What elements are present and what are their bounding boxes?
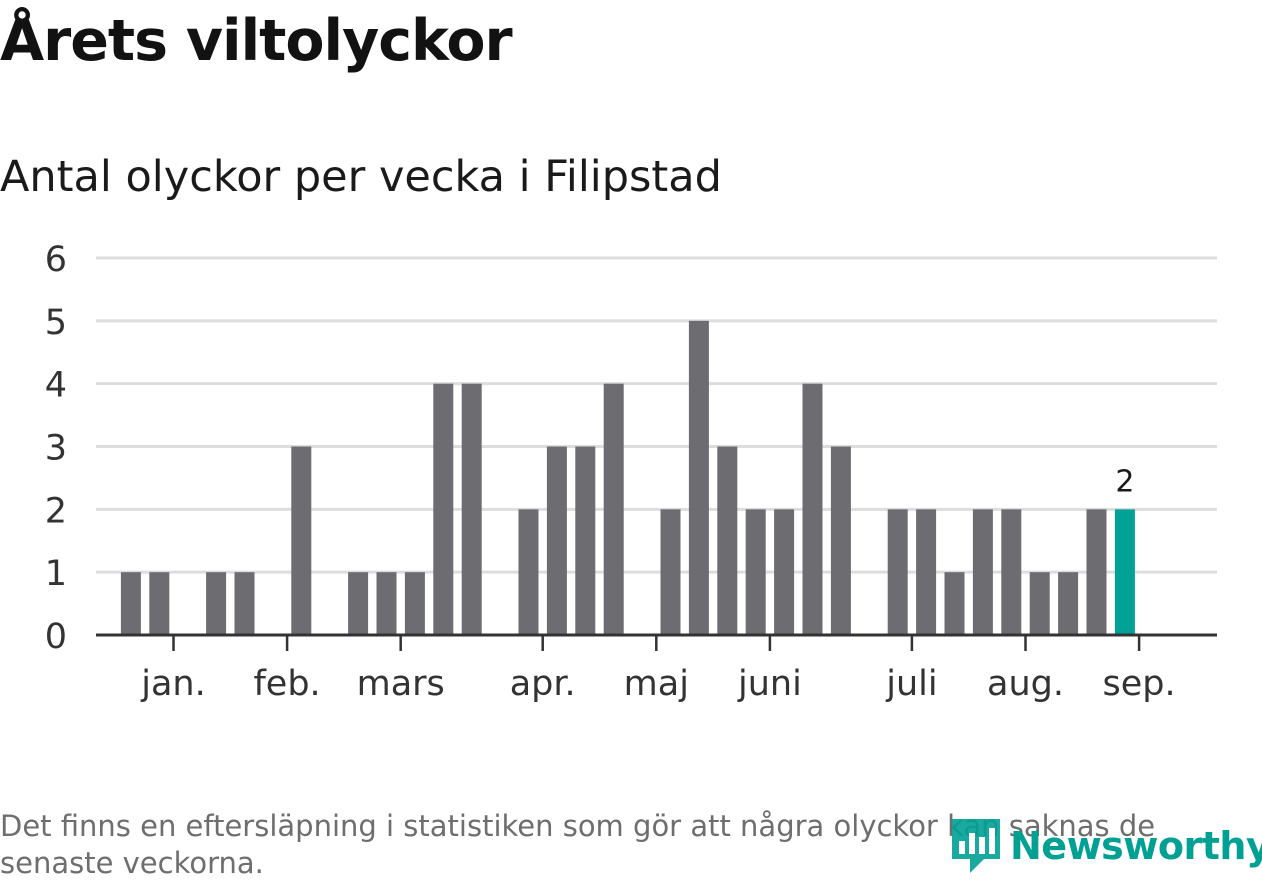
x-tick-label: aug. [987, 664, 1064, 704]
bar-week-12 [404, 572, 425, 635]
bar-week-13 [433, 383, 454, 635]
bar-week-6 [234, 572, 255, 635]
x-tick-label: sep. [1103, 664, 1176, 704]
y-tick-label-5: 5 [45, 303, 67, 343]
x-tick-label: juli [885, 664, 937, 704]
bar-week-19 [603, 383, 624, 635]
y-tick-label-4: 4 [45, 366, 67, 406]
bar-week-8 [291, 446, 312, 635]
bar-week-30 [916, 509, 937, 635]
x-tick-label: mars [357, 664, 445, 704]
bar-week-2 [120, 572, 141, 635]
axes [96, 633, 1217, 651]
bar-week-24 [745, 509, 766, 635]
gridlines [96, 256, 1217, 574]
bar-week-21 [660, 509, 681, 635]
bar-week-18 [575, 446, 596, 635]
logo-text: Newsworthy [1010, 824, 1262, 868]
x-tick-label: feb. [253, 664, 320, 704]
chart-title: Årets viltolyckor [0, 8, 513, 74]
newsworthy-logo-icon [952, 819, 1000, 873]
y-tick-label-6: 6 [45, 240, 67, 280]
bar-week-23 [717, 446, 738, 635]
y-tick-label-0: 0 [45, 617, 67, 657]
y-tick-label-3: 3 [45, 429, 67, 469]
y-tick-label-2: 2 [45, 491, 67, 531]
highlight-data-label: 2 [1115, 464, 1134, 499]
bar-week-37 [1114, 509, 1135, 635]
bar-week-34 [1029, 572, 1050, 635]
bar-week-10 [348, 572, 369, 635]
bar-week-35 [1058, 572, 1079, 635]
labels: 0 1 2 3 4 5 6 jan. feb. mars apr. maj juni juli aug. se… [45, 240, 1176, 704]
bar-week-14 [461, 383, 482, 635]
x-tick-label: juni [737, 664, 802, 704]
bar-week-27 [830, 446, 851, 635]
x-tick-label: maj [624, 664, 689, 704]
x-tick-label: apr. [510, 664, 576, 704]
bar-week-5 [206, 572, 227, 635]
bar-week-11 [376, 572, 397, 635]
bar-week-29 [887, 509, 908, 635]
bar-week-3 [149, 572, 170, 635]
bar-week-22 [688, 320, 709, 635]
bar-week-26 [802, 383, 823, 635]
newsworthy-logo[interactable]: Newsworthy [950, 816, 1262, 876]
chart-subtitle: Antal olyckor per vecka i Filipstad [0, 152, 722, 202]
bars [120, 320, 1135, 635]
y-tick-label-1: 1 [45, 554, 67, 594]
bar-week-36 [1086, 509, 1107, 635]
bar-week-33 [1001, 509, 1022, 635]
bar-week-17 [546, 446, 567, 635]
bar-week-32 [972, 509, 993, 635]
bar-week-31 [944, 572, 965, 635]
bar-week-25 [774, 509, 795, 635]
bar-week-16 [518, 509, 539, 635]
x-tick-label: jan. [140, 664, 205, 704]
